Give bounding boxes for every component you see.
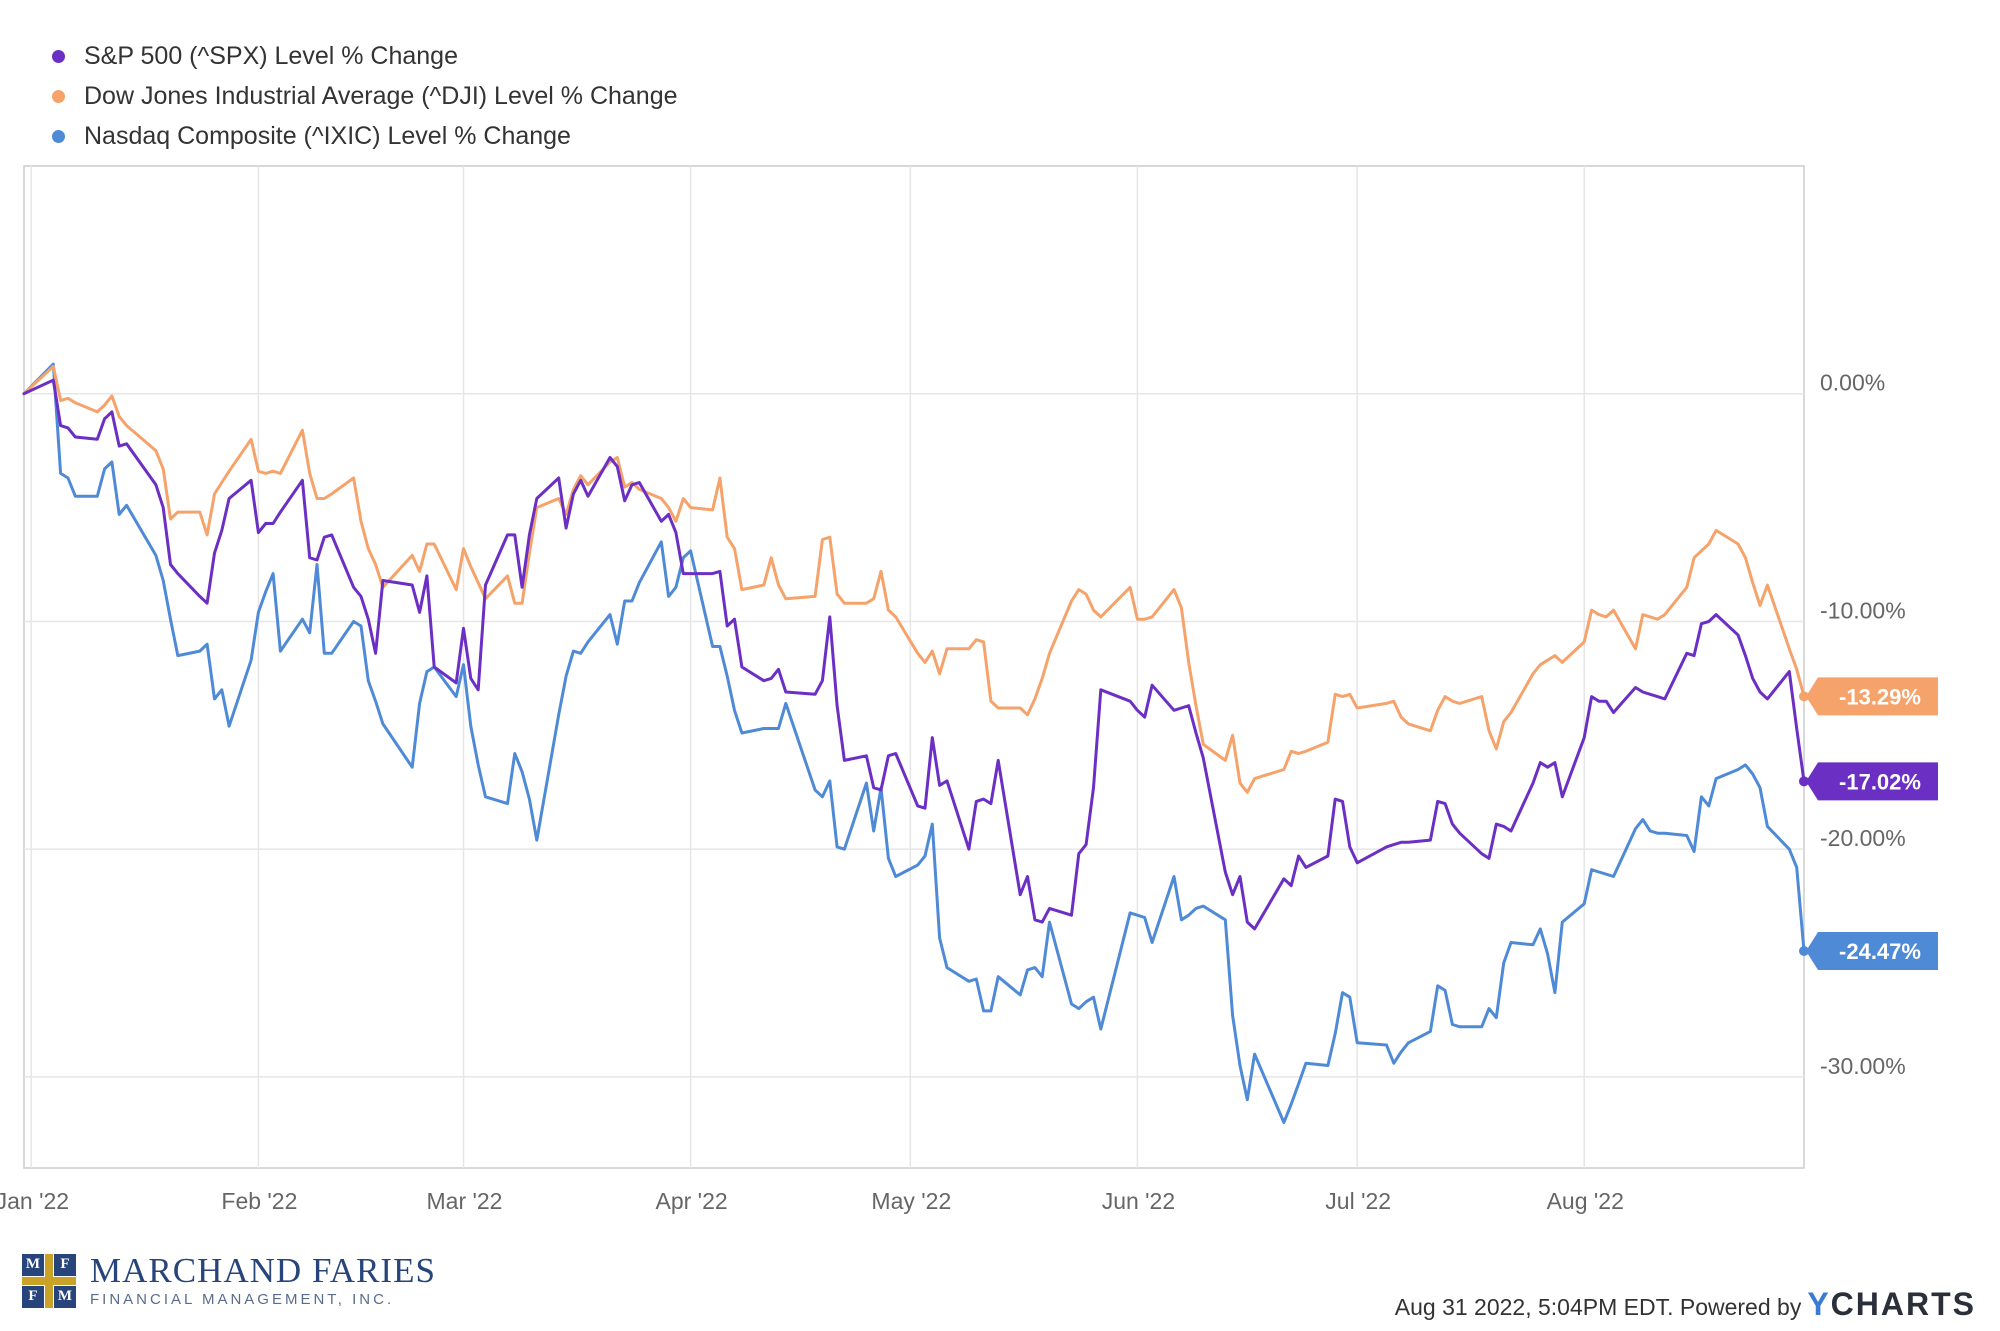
legend-dot-icon (52, 49, 65, 63)
x-tick-label: Jan '22 (0, 1188, 69, 1214)
x-tick-label: Feb '22 (221, 1188, 297, 1214)
legend-item[interactable]: Nasdaq Composite (^IXIC) Level % Change (52, 116, 678, 156)
logo-letter: M (54, 1285, 76, 1308)
y-axis: 0.00% -10.00% -20.00% -30.00% (1820, 370, 1906, 1079)
series-end-badge (1806, 762, 1938, 801)
footer-timestamp: Aug 31 2022, 5:04PM EDT. Powered by (1394, 1294, 1802, 1320)
x-tick-label: Aug '22 (1547, 1188, 1624, 1214)
series-end-point (1799, 945, 1809, 956)
marchand-faries-logo: M F F M MARCHAND FARIES FINANCIAL MANAGE… (22, 1253, 436, 1308)
legend-item[interactable]: Dow Jones Industrial Average (^DJI) Leve… (52, 76, 678, 116)
legend-label: S&P 500 (^SPX) Level % Change (84, 41, 458, 70)
series-end-badge (1806, 677, 1938, 716)
logo-letter: F (22, 1285, 44, 1308)
series-end-value: -13.29% (1839, 684, 1921, 709)
series-end-value: -24.47% (1839, 939, 1921, 964)
line-chart: 0.00% -10.00% -20.00% -30.00% Jan '22 Feb '2… (0, 165, 1938, 1214)
y-tick-label: -30.00% (1820, 1053, 1906, 1079)
legend-item[interactable]: S&P 500 (^SPX) Level % Change (52, 36, 678, 76)
x-tick-label: Jul '22 (1325, 1188, 1391, 1214)
series-end-point (1799, 691, 1809, 702)
legend-label: Dow Jones Industrial Average (^DJI) Leve… (84, 81, 678, 110)
series-line (22, 364, 1806, 794)
legend-label: Nasdaq Composite (^IXIC) Level % Change (84, 121, 571, 150)
logo-mark-icon: M F F M (22, 1253, 76, 1308)
logo-name: MARCHAND FARIES (90, 1251, 436, 1290)
y-tick-label: -10.00% (1820, 597, 1906, 623)
logo-subtitle: FINANCIAL MANAGEMENT, INC. (90, 1291, 395, 1308)
y-tick-label: 0.00% (1820, 370, 1885, 396)
x-tick-label: May '22 (871, 1188, 951, 1214)
series-end-value: -17.02% (1839, 769, 1921, 794)
y-tick-label: -20.00% (1820, 825, 1906, 851)
x-axis: Jan '22 Feb '22 Mar '22 Apr '22 May '22 Jun '… (0, 1188, 1624, 1214)
series-end-badge (1806, 931, 1938, 970)
chart-series (22, 362, 1806, 1124)
chart-legend: S&P 500 (^SPX) Level % Change Dow Jones I… (52, 36, 678, 156)
logo-letter: M (22, 1253, 44, 1276)
plot-frame (23, 165, 1805, 1169)
legend-dot-icon (52, 129, 65, 143)
end-labels: -17.02% -13.29% -24.47% (1799, 677, 1938, 970)
ycharts-logo-y: Y (1807, 1286, 1831, 1322)
series-end-point (1799, 776, 1809, 787)
series-line (22, 362, 1806, 1124)
x-tick-label: Apr '22 (656, 1188, 728, 1214)
logo-letter: F (54, 1253, 76, 1276)
chart-footer: Aug 31 2022, 5:04PM EDT. Powered by YCHA… (1395, 1286, 1976, 1323)
x-tick-label: Mar '22 (427, 1188, 503, 1214)
legend-dot-icon (52, 89, 65, 103)
ycharts-logo-text: CHARTS (1830, 1286, 1976, 1322)
series-line (22, 378, 1806, 931)
ycharts-logo[interactable]: YCHARTS (1807, 1286, 1976, 1323)
x-tick-label: Jun '22 (1102, 1188, 1175, 1214)
